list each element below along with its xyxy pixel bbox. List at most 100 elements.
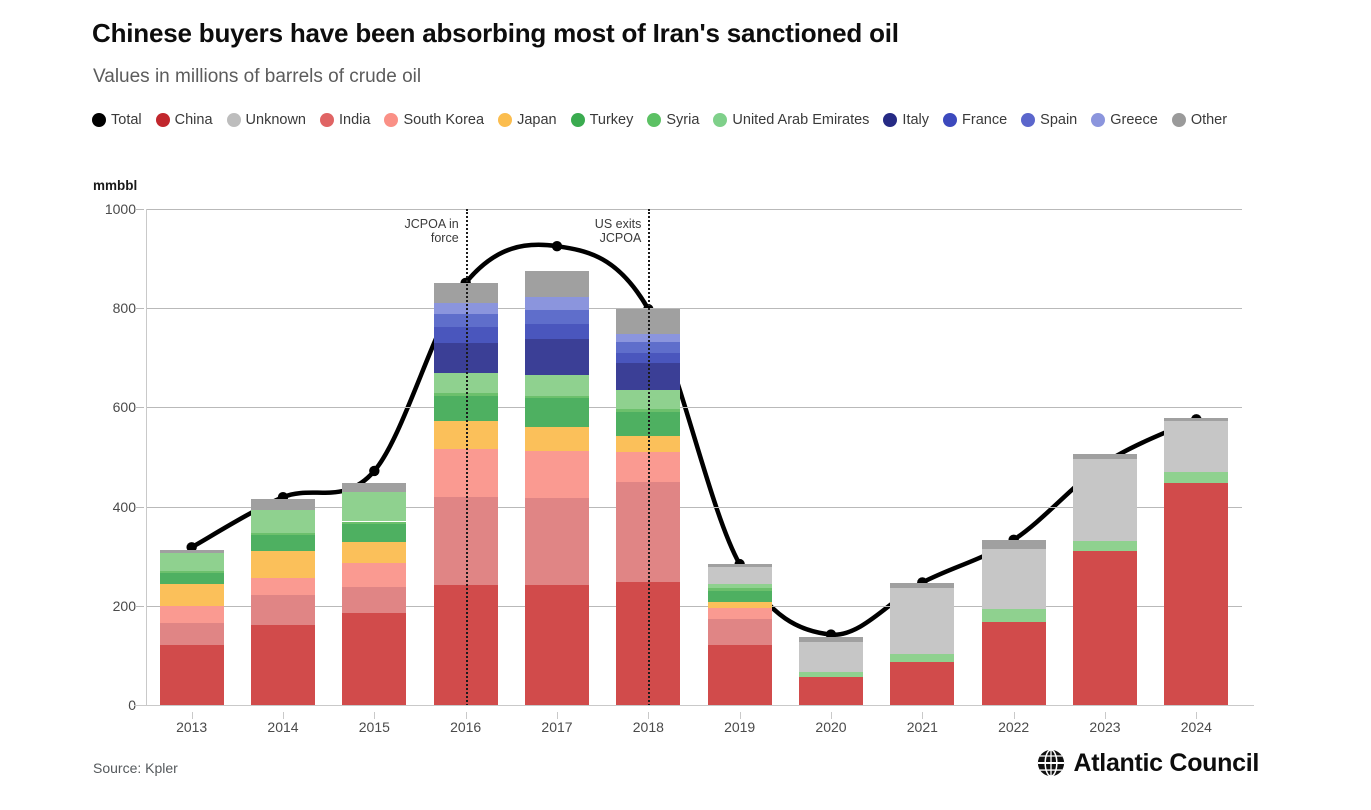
bar-segment[interactable]	[799, 672, 863, 677]
bar-segment[interactable]	[525, 309, 589, 324]
legend-item[interactable]: Japan	[498, 110, 557, 130]
legend-item[interactable]: South Korea	[384, 110, 484, 130]
bar-segment[interactable]	[159, 572, 224, 584]
bar-segment[interactable]	[981, 540, 1046, 549]
bar-segment[interactable]	[707, 618, 772, 646]
legend-item[interactable]: United Arab Emirates	[713, 110, 869, 130]
bar-segment[interactable]	[342, 586, 407, 613]
bar-group[interactable]	[342, 209, 407, 705]
legend-item[interactable]: Unknown	[226, 110, 306, 130]
legend-item[interactable]: France	[943, 110, 1007, 130]
bar-segment[interactable]	[251, 510, 315, 533]
annotation-line	[648, 209, 651, 706]
bar-segment[interactable]	[799, 637, 863, 642]
y-axis-tick-mark	[135, 407, 144, 409]
x-axis-tick-label: 2018	[632, 719, 664, 735]
legend-item[interactable]: Other	[1171, 110, 1227, 130]
bar-segment[interactable]	[159, 645, 224, 705]
legend-item[interactable]: Turkey	[570, 110, 633, 130]
bar-segment[interactable]	[251, 595, 315, 626]
bar-segment[interactable]	[342, 521, 407, 525]
bar-segment[interactable]	[1164, 482, 1229, 705]
bar-group[interactable]	[159, 209, 224, 705]
bar-segment[interactable]	[525, 338, 589, 375]
x-axis-tick-label: 2020	[815, 719, 847, 735]
bar-group[interactable]	[799, 209, 863, 705]
bar-segment[interactable]	[159, 549, 224, 553]
bar-segment[interactable]	[981, 548, 1046, 610]
bar-segment[interactable]	[707, 564, 772, 568]
source-note: Source: Kpler	[93, 760, 178, 776]
bar-segment[interactable]	[159, 584, 224, 606]
legend-item[interactable]: China	[155, 110, 213, 130]
bar-group[interactable]	[707, 209, 772, 705]
bar-segment[interactable]	[707, 590, 772, 602]
x-axis-tick-label: 2021	[906, 719, 938, 735]
legend-item[interactable]: Syria	[647, 110, 699, 130]
bar-segment[interactable]	[981, 622, 1046, 705]
bar-segment[interactable]	[159, 605, 224, 624]
bar-segment[interactable]	[799, 676, 863, 705]
bar-segment[interactable]	[981, 609, 1046, 623]
bar-segment[interactable]	[1073, 453, 1137, 460]
bar-segment[interactable]	[707, 587, 772, 591]
bar-group[interactable]	[1073, 209, 1137, 705]
bar-segment[interactable]	[890, 662, 955, 705]
bar-segment[interactable]	[799, 641, 863, 673]
bar-segment[interactable]	[525, 395, 589, 399]
bar-segment[interactable]	[525, 297, 589, 310]
bar-group[interactable]	[981, 209, 1046, 705]
bar-segment[interactable]	[342, 562, 407, 587]
annotation-label: JCPOA in force	[404, 217, 459, 245]
legend-item[interactable]: Italy	[883, 110, 929, 130]
bar-segment[interactable]	[890, 588, 955, 654]
bar-segment[interactable]	[251, 499, 315, 511]
bar-segment[interactable]	[342, 524, 407, 542]
bar-segment[interactable]	[1164, 471, 1229, 483]
bar-segment[interactable]	[890, 653, 955, 663]
bar-segment[interactable]	[525, 585, 589, 705]
bar-segment[interactable]	[1073, 551, 1137, 705]
bar-segment[interactable]	[525, 450, 589, 498]
bar-segment[interactable]	[707, 601, 772, 608]
legend-item[interactable]: Greece	[1091, 110, 1158, 130]
bar-segment[interactable]	[1164, 418, 1229, 422]
bar-segment[interactable]	[525, 497, 589, 586]
bar-segment[interactable]	[342, 541, 407, 563]
bar-segment[interactable]	[525, 323, 589, 339]
bar-group[interactable]	[1164, 209, 1229, 705]
bar-segment[interactable]	[1164, 421, 1229, 472]
bar-segment[interactable]	[525, 270, 589, 298]
bar-segment[interactable]	[525, 426, 589, 451]
legend-item[interactable]: Spain	[1021, 110, 1077, 130]
bar-segment[interactable]	[251, 535, 315, 552]
bar-segment[interactable]	[159, 623, 224, 646]
bar-segment[interactable]	[251, 532, 315, 536]
bar-group[interactable]	[525, 209, 589, 705]
legend-swatch	[1091, 113, 1106, 127]
bar-segment[interactable]	[251, 577, 315, 596]
bar-segment[interactable]	[707, 607, 772, 619]
bar-segment[interactable]	[342, 483, 407, 492]
bar-segment[interactable]	[251, 551, 315, 578]
bar-segment[interactable]	[159, 570, 224, 573]
legend-item[interactable]: Total	[92, 110, 142, 130]
bar-group[interactable]	[251, 209, 315, 705]
bar-segment[interactable]	[251, 625, 315, 705]
bar-segment[interactable]	[890, 582, 955, 589]
bar-segment[interactable]	[707, 584, 772, 588]
bar-segment[interactable]	[342, 612, 407, 705]
bar-segment[interactable]	[525, 398, 589, 427]
bar-segment[interactable]	[342, 491, 407, 522]
bar-segment[interactable]	[1073, 540, 1137, 552]
bar-group[interactable]	[890, 209, 955, 705]
bar-segment[interactable]	[525, 374, 589, 396]
bar-segment[interactable]	[707, 645, 772, 705]
legend-item[interactable]: India	[319, 110, 370, 130]
bar-segment[interactable]	[159, 552, 224, 571]
x-axis-tick-label: 2013	[176, 719, 208, 735]
y-axis-tick-label: 800	[112, 300, 136, 317]
bar-segment[interactable]	[1073, 459, 1137, 541]
legend-swatch	[570, 113, 585, 127]
bar-segment[interactable]	[707, 567, 772, 584]
